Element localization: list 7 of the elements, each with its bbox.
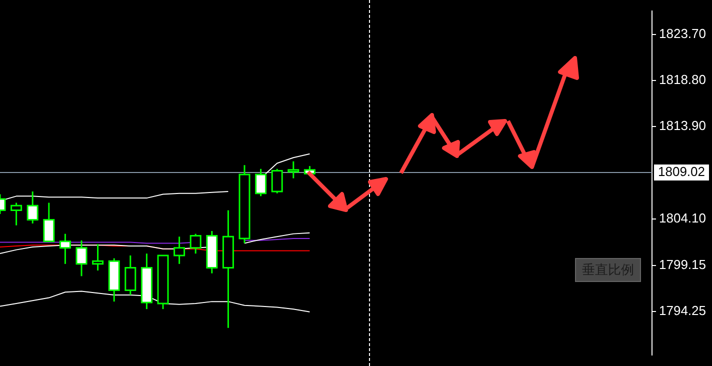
y-tick-label: 1804.10 [659, 210, 706, 226]
y-tick-label: 1823.70 [659, 26, 706, 41]
y-tick-label: 1813.90 [659, 118, 706, 134]
y-tick-label: 1794.25 [659, 303, 706, 318]
y-tick-label: 1799.15 [659, 256, 706, 272]
ref-line-label: 1809.02 [658, 164, 705, 180]
y-tick-label: 1818.80 [659, 72, 706, 88]
